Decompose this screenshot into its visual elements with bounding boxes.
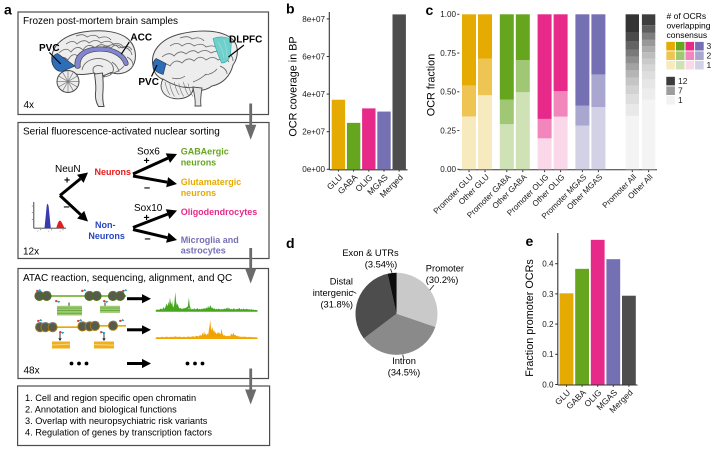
svg-text:3: 3	[707, 41, 712, 51]
svg-text:Non-: Non-	[95, 220, 116, 230]
svg-text:1: 1	[707, 60, 712, 70]
svg-text:c: c	[426, 2, 434, 18]
svg-text:neurons: neurons	[181, 188, 217, 198]
svg-text:0.3: 0.3	[542, 290, 554, 299]
svg-text:12x: 12x	[23, 247, 39, 258]
svg-text:1: 1	[678, 95, 683, 105]
svg-text:(31.8%): (31.8%)	[320, 300, 353, 310]
svg-text:Sox10: Sox10	[134, 203, 163, 214]
svg-text:ʺ: ʺ	[47, 229, 53, 235]
svg-text:intergenic: intergenic	[313, 288, 354, 298]
svg-text:(30.2%): (30.2%)	[426, 275, 459, 285]
svg-text:b: b	[286, 1, 295, 17]
svg-text:Sox6: Sox6	[137, 147, 160, 158]
svg-text:1. Cell and region specific op: 1. Cell and region specific open chromat…	[25, 393, 196, 403]
svg-text:0e+00: 0e+00	[302, 165, 325, 174]
svg-text:–: –	[144, 182, 150, 194]
svg-text:DLPFC: DLPFC	[229, 35, 262, 46]
svg-text:–: –	[64, 201, 70, 213]
svg-text:2: 2	[707, 51, 712, 61]
svg-text:2. Annotation and biological f: 2. Annotation and biological functions	[25, 404, 177, 414]
svg-text:0.75: 0.75	[440, 49, 456, 58]
svg-text:Microglia and: Microglia and	[181, 235, 239, 245]
svg-text:PVC: PVC	[138, 77, 159, 88]
svg-text:1.00: 1.00	[440, 10, 456, 19]
svg-text:Oligodendrocytes: Oligodendrocytes	[181, 207, 258, 217]
svg-text:PVC: PVC	[39, 43, 60, 54]
svg-text:a: a	[4, 2, 12, 18]
svg-text:Distal: Distal	[330, 277, 353, 287]
svg-text:0.25: 0.25	[440, 127, 456, 136]
svg-text:Exon & UTRs: Exon & UTRs	[342, 248, 399, 258]
svg-text:d: d	[286, 235, 295, 251]
svg-text:Serial fluorescence-activated: Serial fluorescence-activated nuclear so…	[23, 127, 220, 138]
svg-text:OCR fraction: OCR fraction	[425, 54, 437, 116]
svg-text:e: e	[526, 233, 534, 249]
svg-text:0.0: 0.0	[542, 380, 554, 389]
svg-text:0.4: 0.4	[542, 260, 554, 269]
svg-text:2e+07: 2e+07	[302, 128, 325, 137]
svg-text:4e+07: 4e+07	[302, 90, 325, 99]
svg-text:Frozen post-mortem brain sampl: Frozen post-mortem brain samples	[23, 16, 178, 27]
svg-text:4x: 4x	[24, 100, 35, 111]
svg-text:12: 12	[678, 76, 688, 86]
svg-text:ʺ: ʺ	[36, 229, 42, 235]
svg-text:3. Overlap with neuropsychiatr: 3. Overlap with neuropsychiatric risk va…	[25, 416, 208, 426]
svg-text:consensus: consensus	[667, 30, 708, 40]
svg-text:overlapping: overlapping	[667, 21, 711, 31]
svg-text:0.00: 0.00	[440, 165, 456, 174]
svg-text:Promoter: Promoter	[426, 264, 464, 274]
svg-text:NeuN: NeuN	[55, 164, 81, 175]
svg-text:# of OCRs: # of OCRs	[667, 11, 707, 21]
svg-text:ʺ: ʺ	[58, 229, 64, 235]
svg-text:Intron: Intron	[392, 356, 416, 366]
svg-text:astrocytes: astrocytes	[181, 246, 226, 256]
svg-text:+: +	[144, 212, 150, 224]
svg-text:OCR coverage in BP: OCR coverage in BP	[288, 36, 300, 136]
svg-text:0.2: 0.2	[542, 320, 554, 329]
svg-text:4. Regulation of genes by tran: 4. Regulation of genes by transcription …	[25, 427, 212, 437]
svg-text:ACC: ACC	[130, 33, 152, 44]
svg-text:(34.5%): (34.5%)	[388, 368, 421, 378]
svg-text:0.1: 0.1	[542, 350, 554, 359]
svg-text:ATAC reaction, sequencing, ali: ATAC reaction, sequencing, alignment, an…	[23, 273, 232, 284]
svg-text:7: 7	[678, 86, 683, 96]
svg-text:48x: 48x	[24, 366, 40, 377]
svg-text:+: +	[144, 155, 150, 167]
svg-text:8e+07: 8e+07	[302, 15, 325, 24]
svg-text:+: +	[64, 175, 70, 187]
svg-text:Glutamatergic: Glutamatergic	[181, 177, 242, 187]
svg-text:6e+07: 6e+07	[302, 52, 325, 61]
svg-text:0.50: 0.50	[440, 88, 456, 97]
svg-text:Neurons: Neurons	[95, 167, 132, 177]
svg-text:Fraction promoter OCRs: Fraction promoter OCRs	[524, 259, 536, 377]
svg-text:(3.54%): (3.54%)	[365, 259, 398, 269]
svg-text:GABAergic: GABAergic	[181, 147, 229, 157]
svg-text:–: –	[145, 233, 151, 245]
svg-text:Neurons: Neurons	[88, 231, 125, 241]
svg-text:neurons: neurons	[181, 158, 217, 168]
